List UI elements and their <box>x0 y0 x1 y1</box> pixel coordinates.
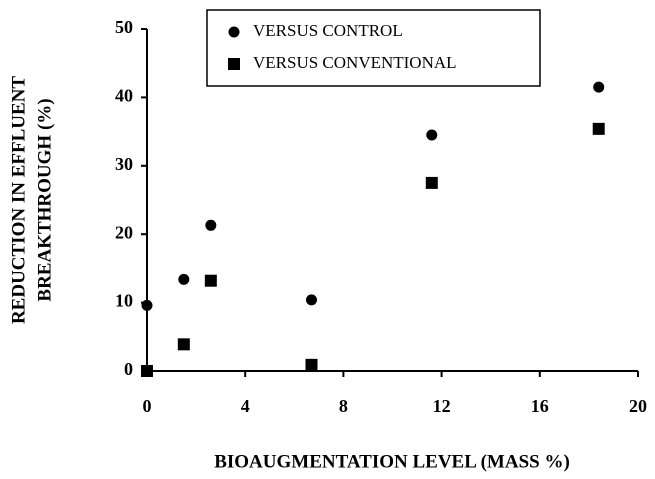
x-tick-label: 12 <box>433 396 451 416</box>
point <box>592 122 605 135</box>
legend-label: VERSUS CONVENTIONAL <box>253 53 457 72</box>
x-tick-label: 4 <box>241 396 250 416</box>
y-axis-label: BREAKTHROUGH (%) <box>34 98 55 301</box>
point <box>141 365 153 377</box>
point <box>593 81 605 93</box>
x-axis-label: BIOAUGMENTATION LEVEL (MASS %) <box>214 451 570 472</box>
y-tick-label: 10 <box>115 291 133 311</box>
legend-marker <box>228 26 240 38</box>
legend-marker <box>228 58 240 70</box>
point <box>178 273 190 285</box>
point <box>205 219 217 231</box>
point <box>425 176 438 189</box>
point <box>305 294 317 306</box>
x-tick-label: 0 <box>143 396 152 416</box>
x-tick-label: 16 <box>531 396 549 416</box>
legend-label: VERSUS CONTROL <box>253 21 403 40</box>
point <box>204 274 217 287</box>
point <box>141 299 153 311</box>
x-tick-label: 8 <box>339 396 348 416</box>
y-tick-label: 50 <box>115 17 133 37</box>
y-tick-label: 20 <box>115 222 133 242</box>
y-axis-label: REDUCTION IN EFFLUENT <box>8 76 29 324</box>
y-tick-label: 40 <box>115 86 133 106</box>
legend-box <box>206 9 541 87</box>
point <box>305 358 318 371</box>
y-tick-label: 30 <box>115 154 133 174</box>
x-tick-label: 20 <box>629 396 647 416</box>
point <box>426 129 438 141</box>
y-tick-label: 0 <box>124 359 133 379</box>
point <box>177 338 190 351</box>
